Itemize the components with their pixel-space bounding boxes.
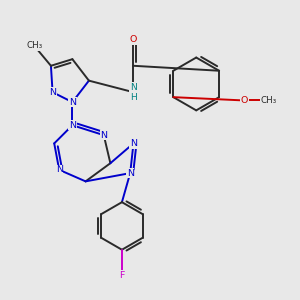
Text: N: N [130,139,137,148]
Text: N
H: N H [130,82,137,102]
Text: O: O [130,35,137,44]
Text: CH₃: CH₃ [26,41,43,50]
Text: N: N [56,165,63,174]
Text: O: O [240,96,248,105]
Text: N: N [100,130,107,140]
Text: N: N [69,98,76,106]
Text: N: N [69,121,76,130]
Text: N: N [49,88,56,97]
Text: F: F [119,271,124,280]
Text: CH₃: CH₃ [261,96,277,105]
Text: N: N [127,169,134,178]
